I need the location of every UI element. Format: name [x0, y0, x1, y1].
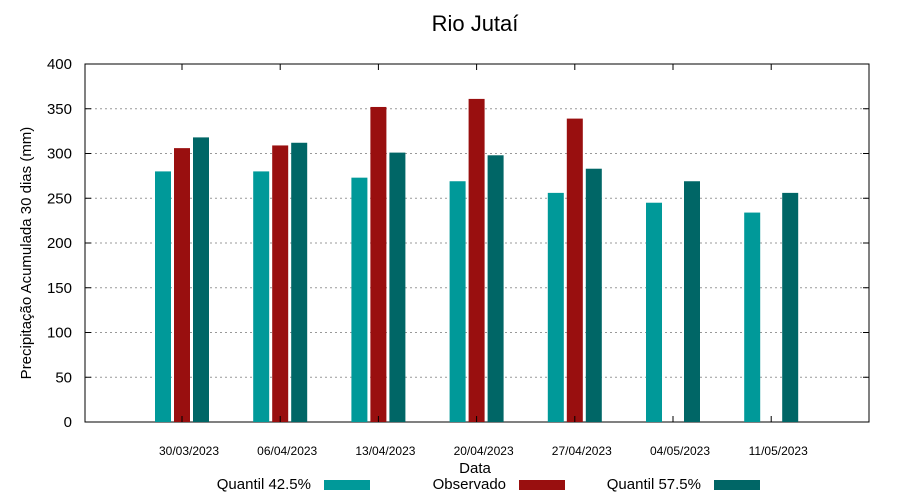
bar-quantil-42-5 — [253, 171, 270, 422]
legend-swatch — [324, 480, 370, 490]
x-tick-label: 06/04/2023 — [257, 444, 317, 458]
y-tick-label: 350 — [47, 101, 72, 118]
legend-swatch — [714, 480, 760, 490]
legend-swatch — [519, 480, 565, 490]
y-axis-label: Precipitação Acumulada 30 dias (mm) — [18, 127, 35, 380]
legend-label: Quantil 57.5% — [607, 476, 701, 493]
bar-observado — [272, 145, 289, 422]
bar-quantil-42-5 — [547, 192, 564, 422]
bar-quantil-42-5 — [351, 177, 368, 422]
chart-title: Rio Jutaí — [432, 11, 519, 36]
y-tick-label: 250 — [47, 190, 72, 207]
y-tick-label: 50 — [55, 369, 72, 386]
y-tick-label: 100 — [47, 325, 72, 342]
bar-quantil-42-5 — [646, 202, 662, 422]
legend-label: Observado — [433, 476, 506, 493]
bar-quantil-57-5 — [193, 137, 209, 422]
bar-quantil-57-5 — [291, 142, 308, 422]
bar-observado — [468, 98, 485, 422]
bar-quantil-42-5 — [155, 171, 171, 422]
bar-quantil-57-5 — [389, 152, 406, 423]
bar-quantil-42-5 — [449, 181, 466, 422]
bar-observado — [174, 148, 190, 422]
x-axis-label: Data — [459, 460, 491, 477]
bar-quantil-42-5 — [744, 212, 761, 422]
legend: Quantil 42.5% Observado Quantil 57.5% — [217, 476, 760, 493]
y-axis-ticks: 0 50 100 150 200 250 300 350 400 — [47, 56, 869, 431]
y-tick-label: 0 — [64, 414, 72, 431]
x-tick-label: 27/04/2023 — [552, 444, 612, 458]
bars — [155, 98, 799, 423]
x-tick-label: 11/05/2023 — [749, 444, 808, 458]
x-tick-label: 20/04/2023 — [454, 444, 514, 458]
y-tick-label: 150 — [47, 280, 72, 297]
y-tick-label: 200 — [47, 235, 72, 252]
y-tick-label: 400 — [47, 56, 72, 73]
y-tick-label: 300 — [47, 146, 72, 163]
bar-observado — [370, 106, 387, 423]
x-axis-ticks: 30/03/2023 06/04/2023 13/04/2023 20/04/2023… — [159, 64, 808, 458]
bar-quantil-57-5 — [487, 155, 504, 423]
x-tick-label: 04/05/2023 — [650, 444, 710, 458]
bar-quantil-57-5 — [585, 168, 602, 422]
bar-observado — [566, 118, 583, 422]
bar-quantil-57-5 — [684, 181, 700, 422]
bar-quantil-57-5 — [782, 192, 799, 422]
x-tick-label: 13/04/2023 — [355, 444, 415, 458]
legend-label: Quantil 42.5% — [217, 476, 311, 493]
x-tick-label: 30/03/2023 — [159, 444, 219, 458]
